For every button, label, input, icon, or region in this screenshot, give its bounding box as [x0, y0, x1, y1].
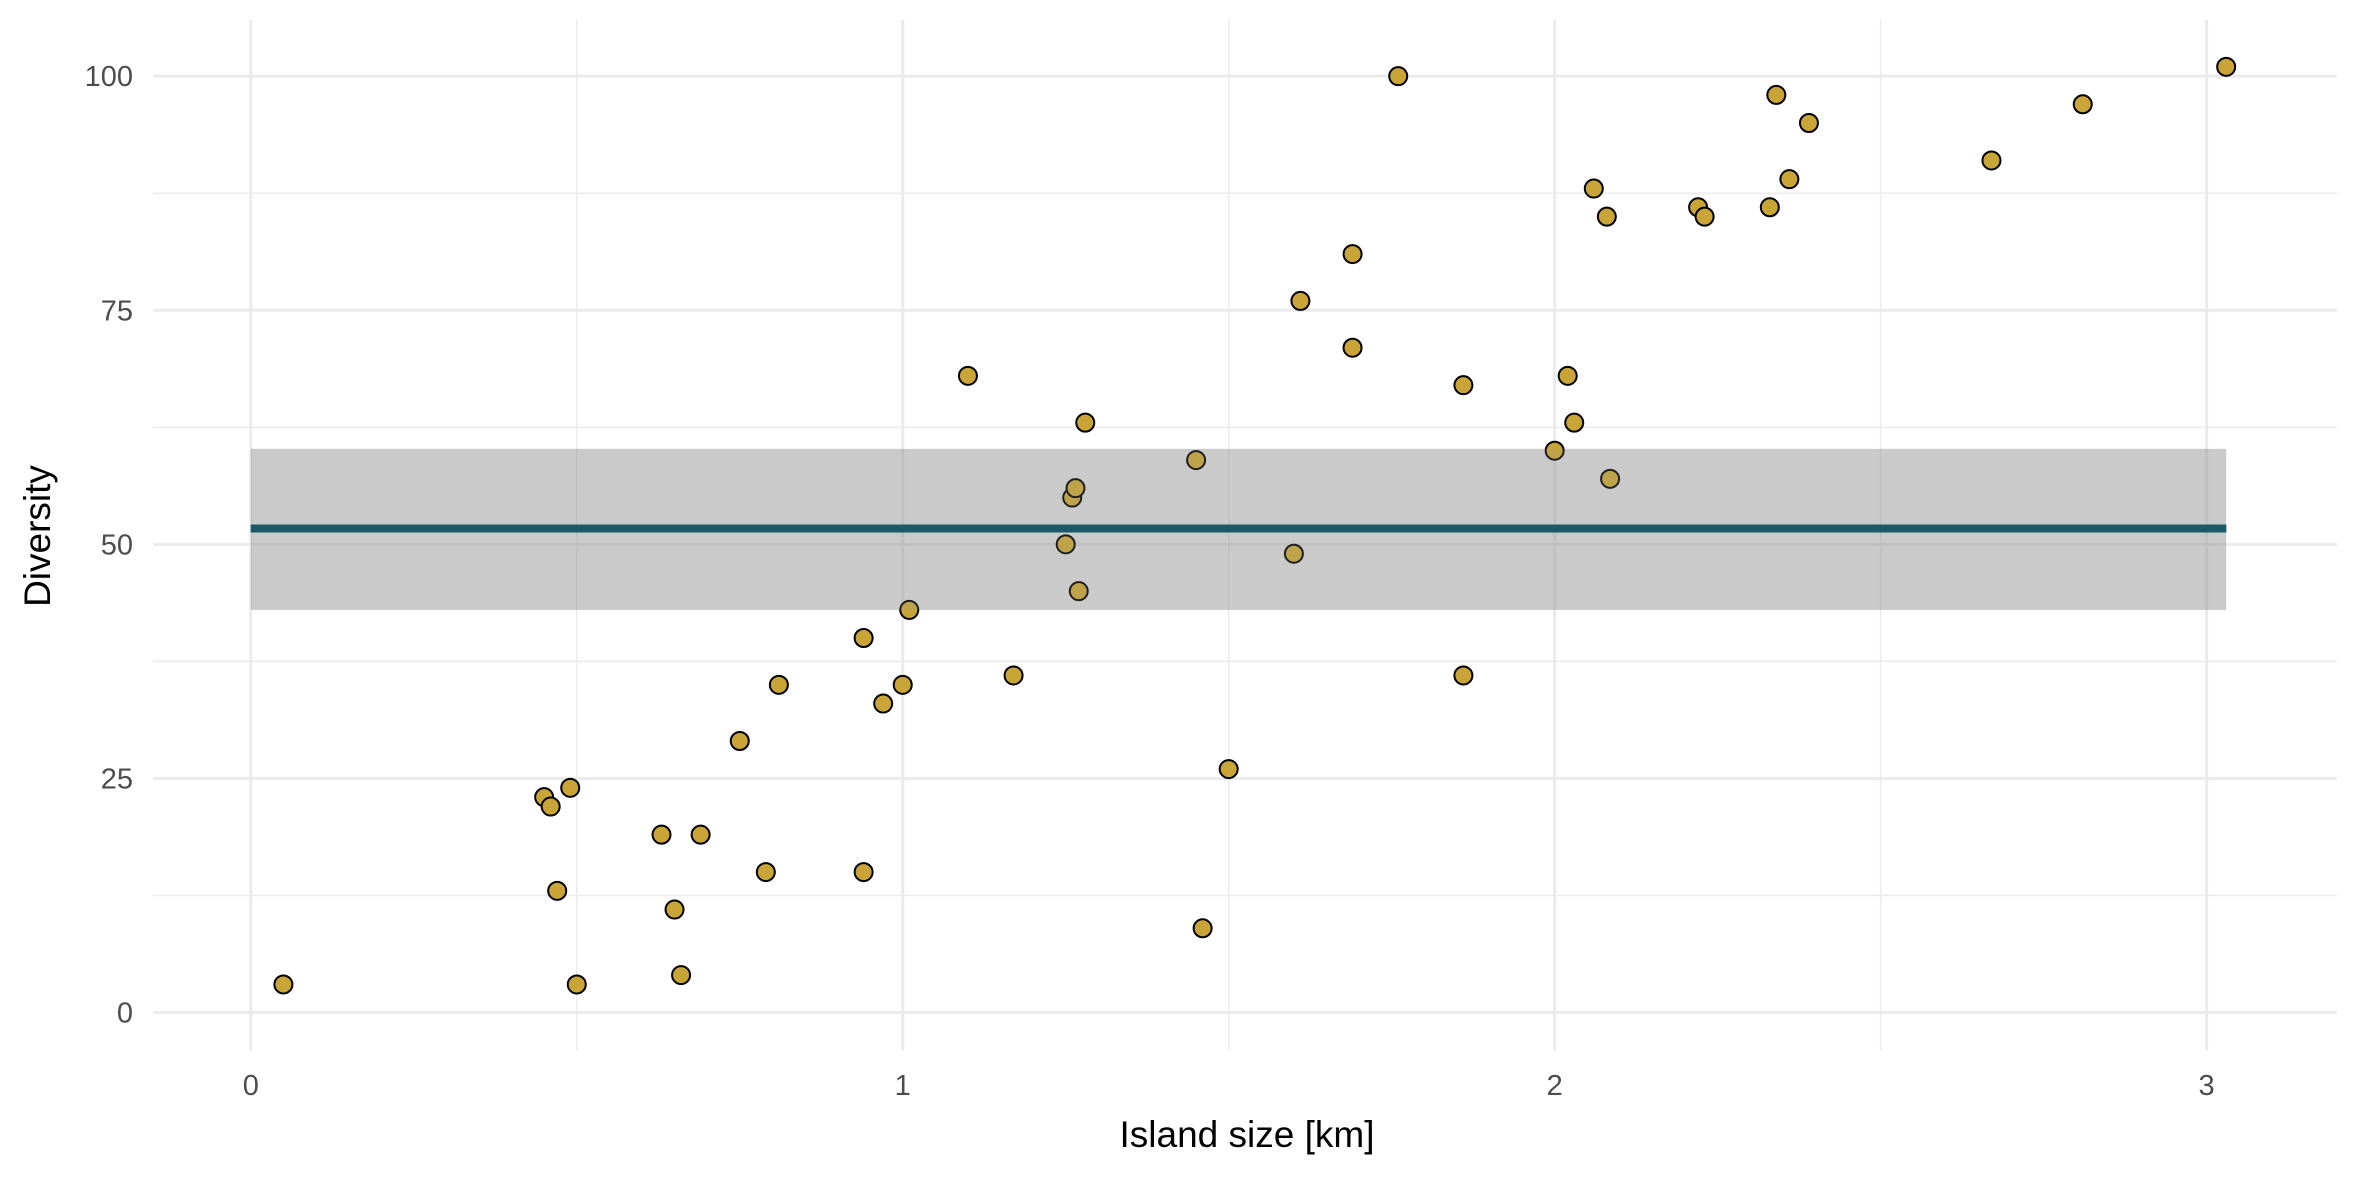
data-point: [690, 824, 711, 845]
major-gridlines: [153, 20, 2337, 1050]
y-tick-label: 50: [101, 529, 133, 561]
y-tick-label: 25: [101, 763, 133, 795]
data-point: [1694, 206, 1715, 227]
y-tick-label: 75: [101, 295, 133, 327]
y-axis-title: Diversity: [17, 465, 58, 607]
data-point: [853, 628, 874, 648]
data-point: [1981, 150, 2002, 171]
data-point: [892, 674, 913, 695]
data-point: [1600, 468, 1621, 489]
data-point: [664, 899, 685, 920]
data-point: [1192, 918, 1213, 939]
data-point: [2216, 56, 2237, 77]
data-point: [1564, 412, 1585, 433]
data-point: [1068, 581, 1089, 602]
data-points: [273, 56, 2237, 995]
data-point: [755, 862, 776, 883]
minor-gridlines: [153, 20, 2337, 1050]
data-point: [1766, 84, 1787, 105]
x-tick-label: 0: [243, 1070, 259, 1102]
data-point: [1453, 665, 1474, 686]
data-point: [1283, 543, 1304, 564]
data-point: [1342, 244, 1363, 265]
data-point: [1290, 290, 1311, 311]
data-point: [1075, 412, 1096, 433]
data-point: [853, 862, 874, 883]
x-tick-label: 2: [1547, 1070, 1563, 1102]
y-tick-label: 100: [85, 61, 133, 93]
data-point: [1798, 113, 1819, 133]
data-point: [1759, 197, 1780, 218]
data-point: [1388, 66, 1409, 87]
data-point: [2072, 94, 2093, 115]
data-point: [1779, 169, 1800, 190]
y-axis-tick-labels: 0 25 50 75 100: [85, 61, 133, 1029]
data-point: [1055, 534, 1076, 555]
data-point: [1583, 178, 1604, 199]
data-point: [1003, 665, 1024, 686]
data-point: [957, 365, 978, 386]
data-point: [651, 824, 672, 845]
data-point: [1065, 478, 1086, 499]
data-point: [566, 974, 587, 995]
data-point: [729, 731, 750, 751]
data-point: [273, 974, 294, 995]
x-tick-label: 3: [2199, 1070, 2215, 1102]
data-point: [1557, 365, 1578, 386]
data-point: [1218, 759, 1239, 780]
data-point: [768, 674, 789, 695]
x-axis-title: Island size [km]: [1120, 1114, 1375, 1155]
data-point: [873, 693, 894, 714]
confidence-band-overlay: [250, 448, 2227, 610]
y-tick-label: 0: [117, 998, 133, 1030]
data-point: [560, 777, 581, 798]
data-point: [671, 965, 692, 986]
x-tick-label: 1: [895, 1070, 911, 1102]
data-point: [1544, 440, 1565, 461]
data-point: [1186, 450, 1207, 471]
data-point: [1342, 337, 1363, 358]
data-point: [547, 880, 568, 901]
data-point: [540, 796, 561, 817]
data-point: [899, 599, 920, 620]
data-point: [1596, 206, 1617, 227]
x-axis-tick-labels: 0 1 2 3: [243, 1070, 2215, 1102]
data-point: [1453, 375, 1474, 396]
